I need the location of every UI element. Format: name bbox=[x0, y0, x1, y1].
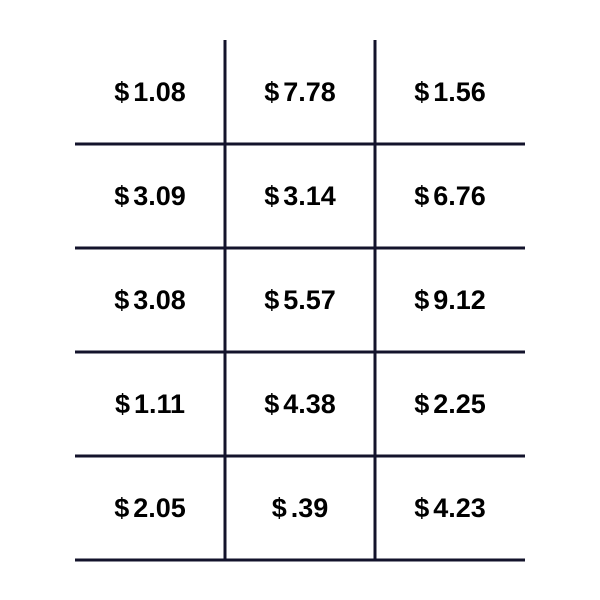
cell-value: 9.12 bbox=[433, 285, 486, 316]
cell-value: 6.76 bbox=[433, 181, 486, 212]
table-cell: $ 3.09 bbox=[75, 144, 225, 248]
currency-symbol: $ bbox=[114, 181, 129, 212]
cell-value: 4.38 bbox=[283, 389, 336, 420]
table-cell: $ 1.56 bbox=[375, 40, 525, 144]
table-cell: $ 4.23 bbox=[375, 456, 525, 560]
currency-symbol: $ bbox=[414, 493, 429, 524]
currency-symbol: $ bbox=[264, 389, 279, 420]
currency-symbol: $ bbox=[272, 493, 287, 524]
grid-cells: $ 1.08 $ 7.78 $ 1.56 $ 3.09 $ 3.14 $ 6.7… bbox=[75, 40, 525, 560]
cell-value: 3.09 bbox=[133, 181, 186, 212]
currency-symbol: $ bbox=[414, 181, 429, 212]
cell-value: .39 bbox=[291, 493, 329, 524]
cell-value: 7.78 bbox=[283, 77, 336, 108]
vertical-line bbox=[373, 40, 376, 560]
currency-symbol: $ bbox=[114, 77, 129, 108]
currency-symbol: $ bbox=[115, 389, 130, 420]
currency-symbol: $ bbox=[114, 493, 129, 524]
table-cell: $ 3.14 bbox=[225, 144, 375, 248]
horizontal-line bbox=[75, 351, 525, 354]
cell-value: 2.25 bbox=[433, 389, 486, 420]
currency-symbol: $ bbox=[414, 77, 429, 108]
table-cell: $ 4.38 bbox=[225, 352, 375, 456]
table-cell: $ 5.57 bbox=[225, 248, 375, 352]
currency-symbol: $ bbox=[414, 389, 429, 420]
price-grid: $ 1.08 $ 7.78 $ 1.56 $ 3.09 $ 3.14 $ 6.7… bbox=[75, 40, 525, 560]
vertical-line bbox=[223, 40, 226, 560]
currency-symbol: $ bbox=[264, 77, 279, 108]
table-cell: $ 6.76 bbox=[375, 144, 525, 248]
currency-symbol: $ bbox=[264, 181, 279, 212]
table-cell: $ 1.08 bbox=[75, 40, 225, 144]
currency-symbol: $ bbox=[414, 285, 429, 316]
table-cell: $ 9.12 bbox=[375, 248, 525, 352]
cell-value: 3.08 bbox=[133, 285, 186, 316]
table-cell: $ 2.25 bbox=[375, 352, 525, 456]
horizontal-line bbox=[75, 247, 525, 250]
table-cell: $ 1.11 bbox=[75, 352, 225, 456]
cell-value: 4.23 bbox=[433, 493, 486, 524]
horizontal-line bbox=[75, 143, 525, 146]
currency-symbol: $ bbox=[114, 285, 129, 316]
table-cell: $ 3.08 bbox=[75, 248, 225, 352]
cell-value: 1.08 bbox=[133, 77, 186, 108]
cell-value: 1.56 bbox=[433, 77, 486, 108]
table-cell: $ 2.05 bbox=[75, 456, 225, 560]
currency-symbol: $ bbox=[264, 285, 279, 316]
horizontal-line bbox=[75, 455, 525, 458]
table-cell: $ .39 bbox=[225, 456, 375, 560]
cell-value: 2.05 bbox=[133, 493, 186, 524]
table-cell: $ 7.78 bbox=[225, 40, 375, 144]
cell-value: 3.14 bbox=[283, 181, 336, 212]
cell-value: 5.57 bbox=[283, 285, 336, 316]
cell-value: 1.11 bbox=[134, 389, 185, 420]
horizontal-line bbox=[75, 559, 525, 562]
